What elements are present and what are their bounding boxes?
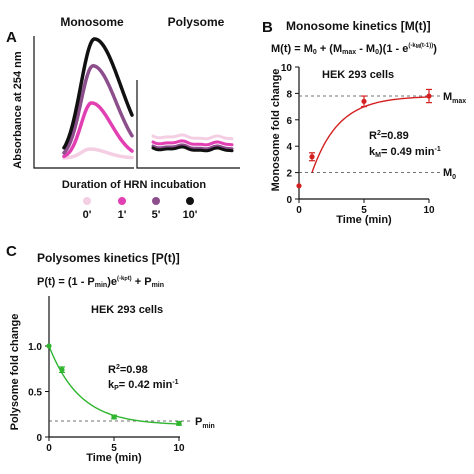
panel-b-equation: M(t) = M0 + (Mmax - M0)(1 - e(-kM(t-1))) [271,43,437,56]
panel-c-ytick-label: 0.5 [28,388,42,399]
panel-c-xtick-label: 0 [46,443,52,454]
panel-b-ytick-label: 6 [286,116,292,127]
panel-b-r2: R2=0.89 [369,130,409,142]
polysome-trace-0min [151,133,234,141]
panel-c-ytick-label: 0 [36,433,42,444]
panel-b-plot-area [296,88,432,189]
panel-c-cell-label: HEK 293 cells [91,304,163,316]
panel-b-title: Monosome kinetics [M(t)] [286,19,431,33]
panel-c-data-point [46,343,52,349]
monosome-trace-5min [62,64,134,155]
panel-c: C Polysomes kinetics [P(t)] P(t) = (1 - … [6,243,215,464]
panel-c-ytick-label: 1.0 [28,342,42,353]
polysome-header: Polysome [168,15,225,29]
panel-c-data-point [59,367,65,373]
panel-b-xtick-label: 0 [296,205,302,216]
panel-b-y-axis-label: Monosome fold change [270,69,282,192]
panel-b-ytick-label: 4 [286,142,292,153]
panel-c-data-point [176,420,182,426]
panel-b-m0-label: M0 [443,167,456,181]
panel-c-plot-area [46,343,182,426]
legend-marker-10min [186,197,194,205]
monosome-trace-10min [62,37,134,150]
panel-b-letter: B [262,19,273,36]
panel-c-title: Polysomes kinetics [P(t)] [37,251,180,265]
monosome-trace-0min [62,147,134,160]
panel-b-xtick-label: 5 [361,205,367,216]
panel-b-ytick-label: 0 [286,195,292,206]
panel-b-ytick-label: 2 [286,169,292,180]
panel-b-cell-label: HEK 293 cells [322,69,394,81]
panel-c-r2: R2=0.98 [108,364,148,376]
monosome-header: Monosome [60,15,124,29]
panel-b-x-axis-label: Time (min) [336,214,392,226]
panel-a: A Monosome Polysome Absorbance at 254 nm… [6,15,240,221]
legend-label-5min: 5' [152,209,161,221]
legend-label-1min: 1' [118,209,127,221]
panel-b-xtick-label: 10 [423,205,435,216]
polysome-trace-1min [151,139,234,147]
legend-marker-0min [83,197,91,205]
panel-b-data-point [426,93,432,99]
panel-c-equation: P(t) = (1 - Pmin)e(-kPt) + Pmin [37,276,164,289]
panel-b-ytick-label: 10 [281,63,293,74]
panel-c-x-axis-label: Time (min) [86,452,142,464]
legend-title: Duration of HRN incubation [62,179,206,191]
panel-b-fit-curve [311,96,429,173]
panel-c-k: kP= 0.42 min-1 [108,379,179,392]
polysome-trace-5min [151,143,234,151]
panel-a-letter: A [6,29,17,46]
legend-marker-5min [152,197,160,205]
panel-b-data-point [309,154,315,160]
legend-label-0min: 0' [83,209,92,221]
polysome-axes [136,80,240,169]
panel-b-k: kM= 0.49 min-1 [369,146,441,159]
panel-b-mmax-label: Mmax [443,91,466,105]
monosome-trace-1min [62,101,134,159]
panel-c-pmin-label: Pmin [195,416,215,430]
panel-a-y-axis-label: Absorbance at 254 nm [12,51,24,169]
legend-marker-1min [118,197,126,205]
monosome-axes [33,36,134,169]
panel-c-y-axis-label: Polysome fold change [9,314,21,431]
polysome-trace-10min [151,145,234,153]
panel-c-letter: C [6,243,17,260]
panel-b-data-point [361,98,367,104]
panel-c-data-point [111,414,117,420]
legend-label-10min: 10' [183,209,198,221]
panel-c-xtick-label: 10 [173,443,185,454]
panel-b-data-point [296,183,302,189]
polysome-traces [151,133,234,153]
panel-c-xtick-label: 5 [111,443,117,454]
panel-b-ytick-label: 8 [286,89,292,100]
panel-b: B Monosome kinetics [M(t)] M(t) = M0 + (… [262,19,466,226]
monosome-traces [62,37,134,160]
